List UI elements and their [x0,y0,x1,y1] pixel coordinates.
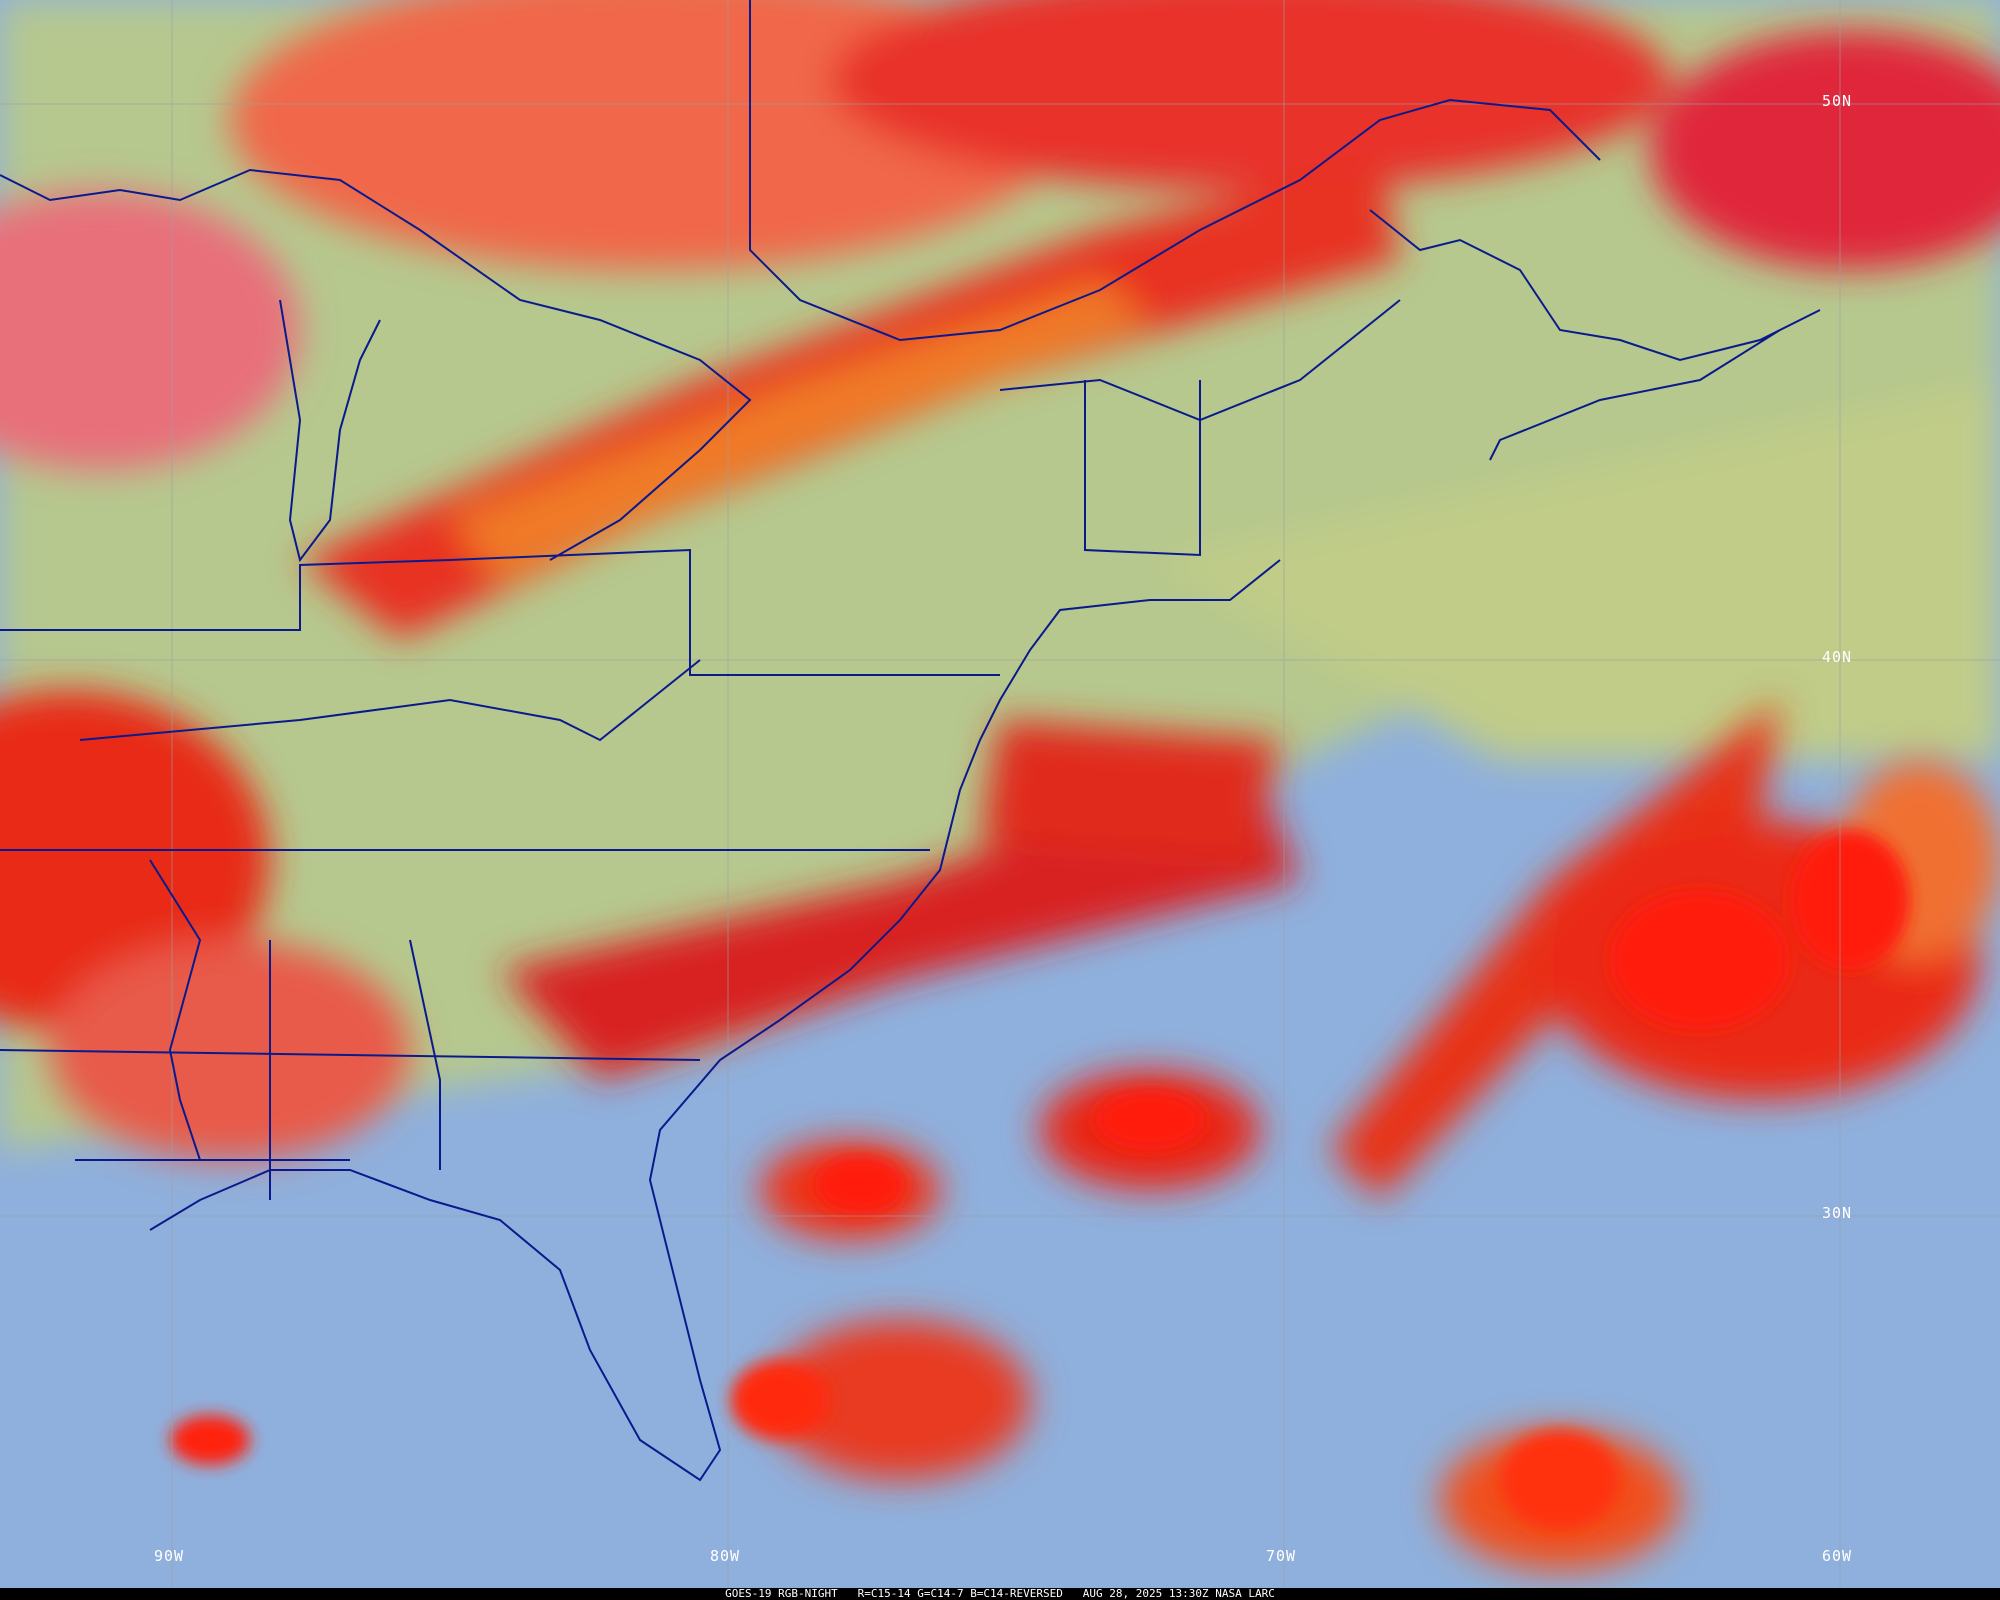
political-boundaries [0,0,1821,1482]
image-caption: GOES-19 RGB-NIGHT R=C15-14 G=C14-7 B=C14… [0,1588,2000,1600]
latitude-label-40n: 40N [1822,648,1853,666]
latitude-label-30n: 30N [1822,1204,1853,1222]
longitude-label-80w: 80W [710,1547,741,1565]
longitude-label-90w: 90W [154,1547,185,1565]
longitude-label-60w: 60W [1822,1547,1853,1565]
longitude-label-70w: 70W [1266,1547,1297,1565]
latitude-label-50n: 50N [1822,92,1853,110]
convective-cells [170,830,1910,1530]
background-land [0,0,2000,1150]
